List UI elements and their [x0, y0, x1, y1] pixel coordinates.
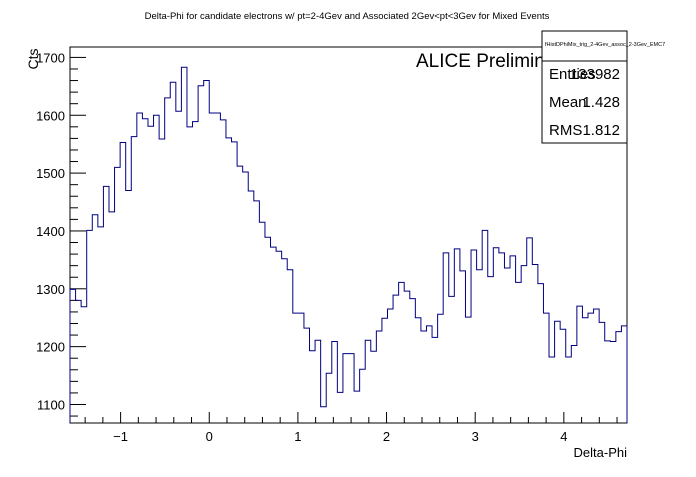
x-axis: −1 0 1 2 3 4 — [84, 412, 618, 444]
y-tick-label: 1300 — [36, 282, 65, 297]
x-tick-label: 0 — [206, 429, 213, 444]
y-tick-label: 1100 — [37, 397, 65, 412]
y-tick-label: 1700 — [36, 50, 65, 65]
x-tick-label: 4 — [560, 429, 567, 444]
y-tick-label: 1500 — [36, 166, 65, 181]
y-axis: 1100 1200 1300 1400 1500 1600 1700 — [36, 50, 86, 417]
x-axis-label: Delta-Phi — [574, 445, 628, 460]
stats-box-name: fHistDPhiMix_trig_2-4Gev_assoc_2-3Gev_EM… — [545, 42, 665, 48]
stats-rms-label: RMS — [549, 122, 582, 139]
plot-frame — [69, 46, 628, 424]
x-tick-label: 2 — [383, 429, 390, 444]
stats-entries-value: 133982 — [570, 66, 620, 83]
x-tick-label: 3 — [472, 429, 479, 444]
stats-rms-value: 1.812 — [582, 122, 620, 139]
histogram-series-line — [69, 66, 628, 423]
stats-mean-value: 1.428 — [582, 94, 620, 111]
y-tick-label: 1600 — [36, 108, 65, 123]
y-tick-label: 1200 — [36, 340, 65, 355]
y-tick-label: 1400 — [36, 224, 65, 239]
x-tick-label: −1 — [113, 429, 128, 444]
stats-box: fHistDPhiMix_trig_2-4Gev_assoc_2-3Gev_EM… — [541, 30, 665, 144]
y-axis-label: Cts — [25, 49, 41, 70]
x-tick-label: 1 — [294, 429, 301, 444]
chart-title: Delta-Phi for candidate electrons w/ pt=… — [145, 11, 550, 22]
stats-entries-label: Entries — [549, 66, 596, 83]
alice-preliminary-label: ALICE Preliminary — [416, 51, 572, 72]
stats-mean-label: Mean — [549, 94, 587, 111]
